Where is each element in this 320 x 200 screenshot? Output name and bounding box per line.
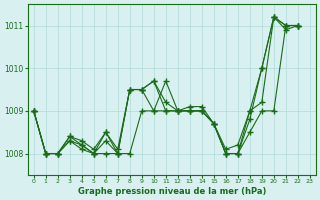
X-axis label: Graphe pression niveau de la mer (hPa): Graphe pression niveau de la mer (hPa) — [77, 187, 266, 196]
